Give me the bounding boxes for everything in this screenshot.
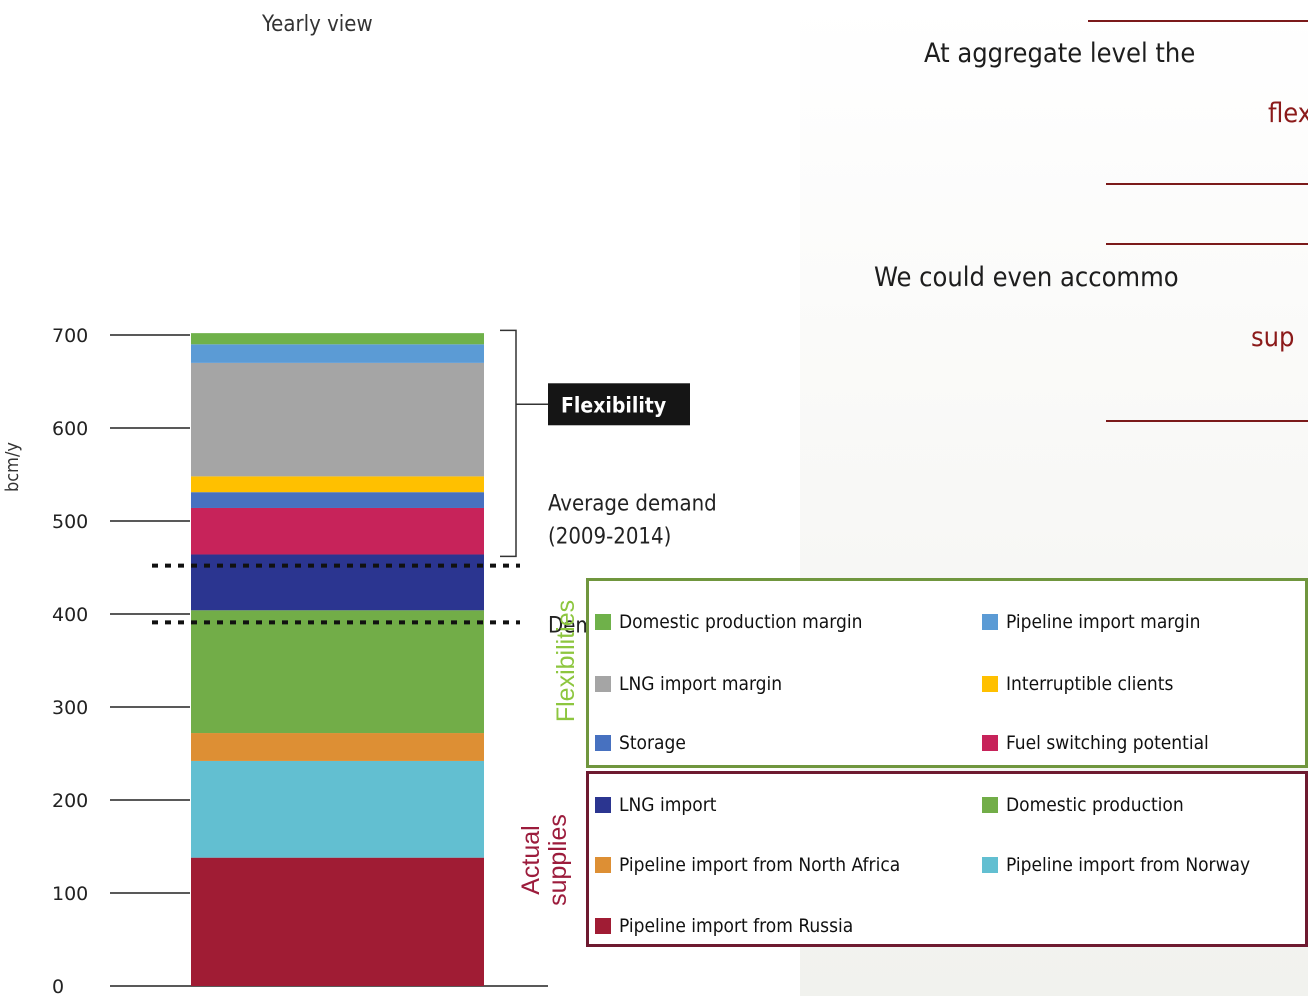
legend-label: LNG import margin bbox=[619, 673, 783, 695]
y-tick-label: 300 bbox=[52, 697, 88, 719]
legend-swatch bbox=[595, 735, 611, 751]
bar-segment bbox=[191, 362, 484, 477]
legend-flexibilities: Domestic production margin Pipeline impo… bbox=[586, 578, 1308, 768]
bar-segment bbox=[191, 857, 484, 986]
slide-rule-2 bbox=[1106, 183, 1308, 185]
legend-item: Domestic production bbox=[982, 794, 1184, 816]
y-tick-label: 600 bbox=[52, 418, 88, 440]
legend-actual-supplies: LNG import Domestic production Pipeline … bbox=[586, 771, 1308, 947]
y-tick-label: 400 bbox=[52, 604, 88, 626]
legend-swatch bbox=[982, 797, 998, 813]
legend-label: Pipeline import from Norway bbox=[1006, 854, 1251, 876]
legend-item: Pipeline import from Norway bbox=[982, 854, 1250, 876]
reference-label: Average demand (2009-2014) bbox=[548, 492, 717, 550]
y-axis-label: bcm/y bbox=[2, 441, 23, 492]
legend-swatch bbox=[595, 857, 611, 873]
flexibility-label: Flexibility bbox=[561, 393, 666, 417]
legend-swatch bbox=[595, 676, 611, 692]
y-tick-label: 0 bbox=[52, 976, 64, 996]
stacked-bar-chart: 0 100 200 300 400 500 600 700 Average demand (20… bbox=[52, 325, 717, 996]
legend-swatch bbox=[595, 918, 611, 934]
legend-label: Pipeline import margin bbox=[1006, 611, 1201, 633]
legend-item: Pipeline import from North Africa bbox=[595, 854, 900, 876]
y-tick-label: 500 bbox=[52, 511, 88, 533]
flexibility-bracket bbox=[500, 329, 548, 558]
legend-label: Domestic production margin bbox=[619, 611, 863, 633]
slide-text-line-1: At aggregate level the bbox=[924, 38, 1196, 69]
legend-swatch bbox=[982, 857, 998, 873]
y-tick-label: 700 bbox=[52, 325, 88, 347]
bar-segment bbox=[191, 333, 484, 345]
y-tick-label: 100 bbox=[52, 883, 88, 905]
bar-segment bbox=[191, 610, 484, 734]
legend-flexibilities-title: Flexibilities bbox=[552, 599, 580, 723]
y-tick-label: 200 bbox=[52, 790, 88, 812]
slide-text-red-1: flex bbox=[1268, 98, 1308, 129]
bar-segment bbox=[191, 492, 484, 508]
legend-item: LNG import bbox=[595, 794, 716, 816]
legend-swatch bbox=[595, 797, 611, 813]
slide-text-line-2: We could even accommo bbox=[874, 262, 1179, 293]
legend-item: Interruptible clients bbox=[982, 673, 1173, 695]
flexibility-label-box bbox=[548, 383, 690, 426]
legend-item: Domestic production margin bbox=[595, 611, 862, 633]
legend-label: Pipeline import from North Africa bbox=[619, 854, 901, 876]
legend-label: LNG import bbox=[619, 794, 717, 816]
slide-rule-4 bbox=[1106, 420, 1308, 422]
bar-segment bbox=[191, 733, 484, 761]
slide-text-red-2: sup bbox=[1251, 322, 1295, 353]
legend-label: Domestic production bbox=[1006, 794, 1184, 816]
slide-rule-1 bbox=[1088, 20, 1308, 22]
legend-label: Fuel switching potential bbox=[1006, 732, 1209, 754]
bar-segment bbox=[191, 344, 484, 363]
legend-swatch bbox=[982, 735, 998, 751]
chart-title: Yearly view bbox=[262, 12, 373, 37]
legend-item: LNG import margin bbox=[595, 673, 782, 695]
legend-item: Pipeline import from Russia bbox=[595, 915, 853, 937]
legend-actual-supplies-title: Actual supplies bbox=[517, 814, 572, 906]
legend-item: Pipeline import margin bbox=[982, 611, 1200, 633]
bar-segment bbox=[191, 554, 484, 611]
legend-label: Interruptible clients bbox=[1006, 673, 1174, 695]
slide-rule-3 bbox=[1106, 243, 1308, 245]
legend-label: Storage bbox=[619, 732, 686, 754]
legend-swatch bbox=[595, 614, 611, 630]
bar-segment bbox=[191, 476, 484, 493]
legend-swatch bbox=[982, 614, 998, 630]
bar-segment bbox=[191, 507, 484, 555]
legend-swatch bbox=[982, 676, 998, 692]
legend-item: Fuel switching potential bbox=[982, 732, 1209, 754]
legend-item: Storage bbox=[595, 732, 686, 754]
bar-segment bbox=[191, 760, 484, 858]
legend-label: Pipeline import from Russia bbox=[619, 915, 854, 937]
